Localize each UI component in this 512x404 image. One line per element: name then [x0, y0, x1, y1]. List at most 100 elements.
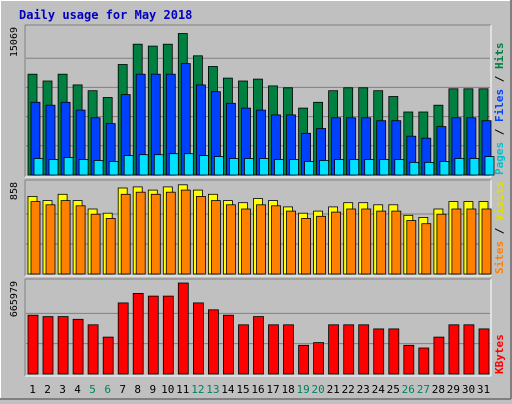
legend-visits: Visits	[493, 181, 506, 221]
bar-sites-day-13	[210, 200, 221, 275]
day-label-15: 15	[236, 383, 249, 396]
legend-sites: Sites	[493, 241, 506, 274]
legend-pages: Pages	[493, 142, 506, 175]
bar-pages-day-17	[274, 159, 284, 176]
bar-kbytes-day-21	[328, 324, 340, 375]
bar-kbytes-day-3	[57, 316, 69, 375]
bar-sites-day-14	[225, 204, 236, 275]
panel-requests: 15069 Pages / Files / Hits	[9, 24, 506, 178]
bar-sites-day-4	[75, 205, 86, 275]
bar-kbytes-day-16	[253, 316, 264, 375]
day-label-11: 11	[176, 383, 189, 396]
bar-pages-day-26	[409, 161, 420, 176]
day-label-26: 26	[402, 383, 415, 396]
bar-kbytes-day-12	[192, 302, 204, 375]
bar-kbytes-day-9	[147, 295, 159, 375]
bar-kbytes-day-24	[373, 328, 385, 375]
bar-sites-day-6	[105, 217, 116, 275]
day-label-1: 1	[29, 383, 36, 396]
bar-sites-day-9	[150, 193, 161, 275]
bar-kbytes-day-10	[162, 295, 174, 375]
chart-panels: 15069 Pages / Files / Hits 858 Sites / Visi…	[9, 24, 506, 377]
bar-sites-day-1	[30, 201, 41, 275]
day-label-9: 9	[149, 383, 156, 396]
bar-kbytes-day-5	[87, 324, 99, 375]
bar-kbytes-day-14	[222, 314, 234, 375]
bar-pages-day-14	[228, 158, 239, 176]
bar-kbytes-day-25	[388, 328, 400, 375]
bar-kbytes-day-6	[102, 336, 114, 375]
bar-kbytes-day-28	[433, 336, 445, 375]
day-label-4: 4	[74, 383, 81, 396]
panel-max-label: 15069	[9, 27, 20, 57]
day-label-23: 23	[357, 383, 370, 396]
x-axis-day-labels: 1 2 3 4 5 6 7 8 9 10 11 12 13 14 15 16 17 18 19 20 21 22 23 24 2…	[29, 383, 490, 396]
bar-pages-day-30	[469, 158, 480, 176]
bar-sites-day-17	[271, 205, 281, 275]
bar-kbytes-day-29	[448, 324, 460, 375]
bar-sites-day-23	[361, 208, 372, 275]
bar-sites-day-24	[376, 210, 387, 275]
bar-pages-day-16	[259, 158, 269, 176]
day-label-30: 30	[462, 383, 475, 396]
day-label-18: 18	[281, 383, 294, 396]
bar-kbytes-day-18	[283, 324, 294, 375]
legend-separator: /	[493, 221, 506, 241]
bar-pages-day-28	[439, 160, 450, 176]
bar-kbytes-day-2	[42, 316, 54, 375]
bar-sites-day-26	[406, 220, 417, 275]
series-pages	[33, 153, 495, 176]
bar-sites-day-25	[391, 210, 402, 275]
day-label-8: 8	[134, 383, 141, 396]
day-label-22: 22	[342, 383, 355, 396]
day-label-31: 31	[477, 383, 490, 396]
panel-legend: Sites / Visits	[493, 181, 506, 274]
series-kbytes	[27, 282, 490, 375]
bar-pages-day-23	[364, 159, 375, 176]
bar-pages-day-22	[349, 159, 360, 176]
bar-sites-day-27	[421, 223, 432, 275]
day-label-7: 7	[119, 383, 126, 396]
bar-sites-day-2	[45, 204, 56, 275]
bar-pages-day-1	[33, 158, 44, 176]
day-label-21: 21	[327, 383, 340, 396]
legend-separator: /	[493, 69, 506, 89]
legend-files: Files	[493, 89, 506, 122]
series-sites	[30, 189, 492, 275]
bar-kbytes-day-8	[132, 292, 144, 375]
bar-sites-day-16	[256, 204, 266, 275]
bar-sites-day-7	[120, 193, 131, 275]
bar-pages-day-10	[168, 153, 179, 176]
bar-kbytes-day-23	[358, 324, 370, 375]
bar-kbytes-day-11	[177, 282, 189, 375]
bar-pages-day-29	[454, 158, 465, 176]
bar-kbytes-day-15	[238, 324, 249, 375]
day-label-13: 13	[206, 383, 219, 396]
day-label-14: 14	[221, 383, 235, 396]
bar-kbytes-day-26	[403, 344, 415, 375]
bar-pages-day-20	[319, 160, 330, 176]
bar-sites-day-5	[90, 213, 101, 275]
bar-pages-day-24	[379, 159, 390, 176]
panel-visitors: 858 Sites / Visits	[9, 179, 506, 277]
bar-kbytes-day-7	[117, 302, 129, 375]
day-label-29: 29	[447, 383, 460, 396]
panel-max-label: 858	[9, 182, 20, 200]
panel-legend: KBytes	[493, 334, 506, 374]
bar-sites-day-15	[241, 208, 251, 275]
bar-pages-day-27	[424, 161, 435, 176]
bar-sites-day-10	[165, 191, 176, 275]
bar-kbytes-day-30	[463, 324, 475, 375]
legend-kbytes: KBytes	[493, 334, 506, 374]
bar-pages-day-13	[213, 156, 224, 176]
bar-kbytes-day-19	[298, 344, 310, 375]
bar-kbytes-day-20	[313, 342, 325, 375]
bar-sites-day-31	[481, 208, 492, 275]
bar-pages-day-9	[153, 154, 164, 176]
bar-pages-day-12	[198, 155, 209, 176]
bar-pages-day-21	[334, 159, 345, 176]
bar-sites-day-29	[451, 208, 462, 275]
day-label-16: 16	[251, 383, 264, 396]
chart-title: Daily usage for May 2018	[19, 8, 192, 22]
